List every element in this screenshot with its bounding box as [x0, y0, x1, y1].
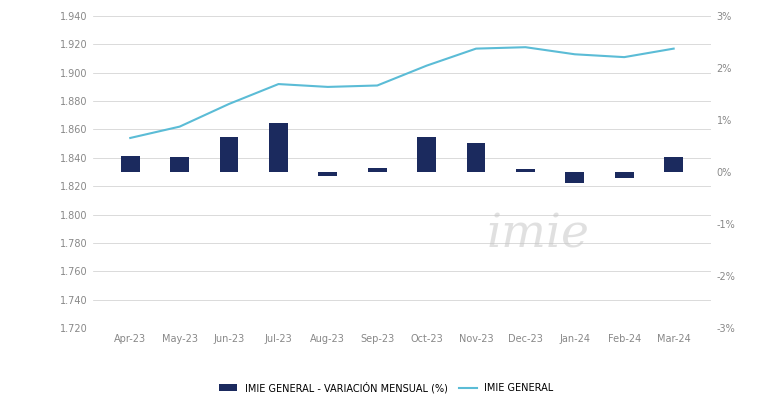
IMIE GENERAL: [175, 124, 184, 129]
IMIE GENERAL: [373, 83, 382, 88]
Bar: [170, 158, 189, 172]
Legend: IMIE GENERAL - VARIACIÓN MENSUAL (%), IMIE GENERAL: IMIE GENERAL - VARIACIÓN MENSUAL (%), IM…: [220, 382, 553, 393]
IMIE GENERAL: [669, 46, 678, 51]
IMIE GENERAL: [126, 136, 135, 140]
Bar: [269, 122, 288, 172]
IMIE GENERAL: [323, 84, 332, 89]
Bar: [121, 156, 140, 172]
Bar: [615, 172, 634, 178]
Line: IMIE GENERAL: IMIE GENERAL: [131, 47, 673, 138]
IMIE GENERAL: [274, 82, 283, 86]
IMIE GENERAL: [472, 46, 481, 51]
IMIE GENERAL: [521, 45, 530, 50]
IMIE GENERAL: [224, 102, 233, 106]
Bar: [417, 137, 436, 172]
Bar: [220, 137, 238, 172]
Bar: [467, 144, 485, 172]
IMIE GENERAL: [570, 52, 580, 57]
Text: imie: imie: [486, 212, 590, 257]
Bar: [318, 172, 337, 176]
IMIE GENERAL: [422, 63, 431, 68]
Bar: [566, 172, 584, 184]
IMIE GENERAL: [620, 55, 629, 60]
Bar: [368, 168, 386, 172]
Bar: [664, 158, 683, 172]
Bar: [516, 170, 535, 172]
